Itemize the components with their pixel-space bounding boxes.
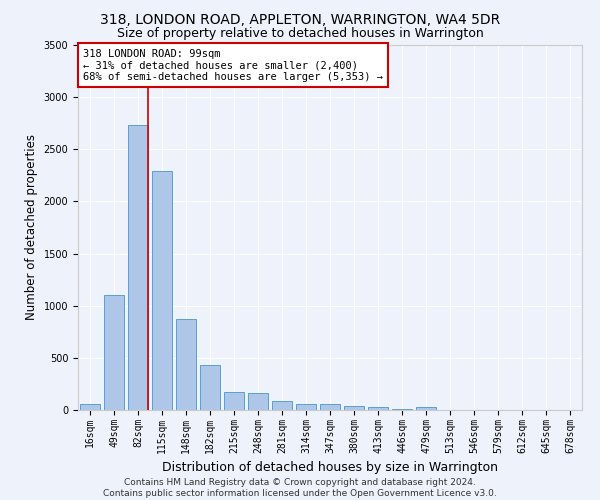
Text: Size of property relative to detached houses in Warrington: Size of property relative to detached ho… [116, 28, 484, 40]
Bar [392, 409, 412, 410]
Bar [320, 404, 340, 410]
Bar [416, 408, 436, 410]
Bar [104, 296, 124, 410]
Bar [176, 319, 196, 410]
Bar [272, 400, 292, 410]
Text: 318 LONDON ROAD: 99sqm
← 31% of detached houses are smaller (2,400)
68% of semi-: 318 LONDON ROAD: 99sqm ← 31% of detached… [83, 48, 383, 82]
Bar [224, 392, 244, 410]
Y-axis label: Number of detached properties: Number of detached properties [25, 134, 38, 320]
Bar [200, 365, 220, 410]
Bar [368, 407, 388, 410]
Bar [248, 394, 268, 410]
Bar [80, 404, 100, 410]
Bar [152, 171, 172, 410]
Text: Contains HM Land Registry data © Crown copyright and database right 2024.
Contai: Contains HM Land Registry data © Crown c… [103, 478, 497, 498]
Bar [128, 126, 148, 410]
Text: 318, LONDON ROAD, APPLETON, WARRINGTON, WA4 5DR: 318, LONDON ROAD, APPLETON, WARRINGTON, … [100, 12, 500, 26]
Bar [344, 406, 364, 410]
Bar [296, 404, 316, 410]
X-axis label: Distribution of detached houses by size in Warrington: Distribution of detached houses by size … [162, 461, 498, 474]
